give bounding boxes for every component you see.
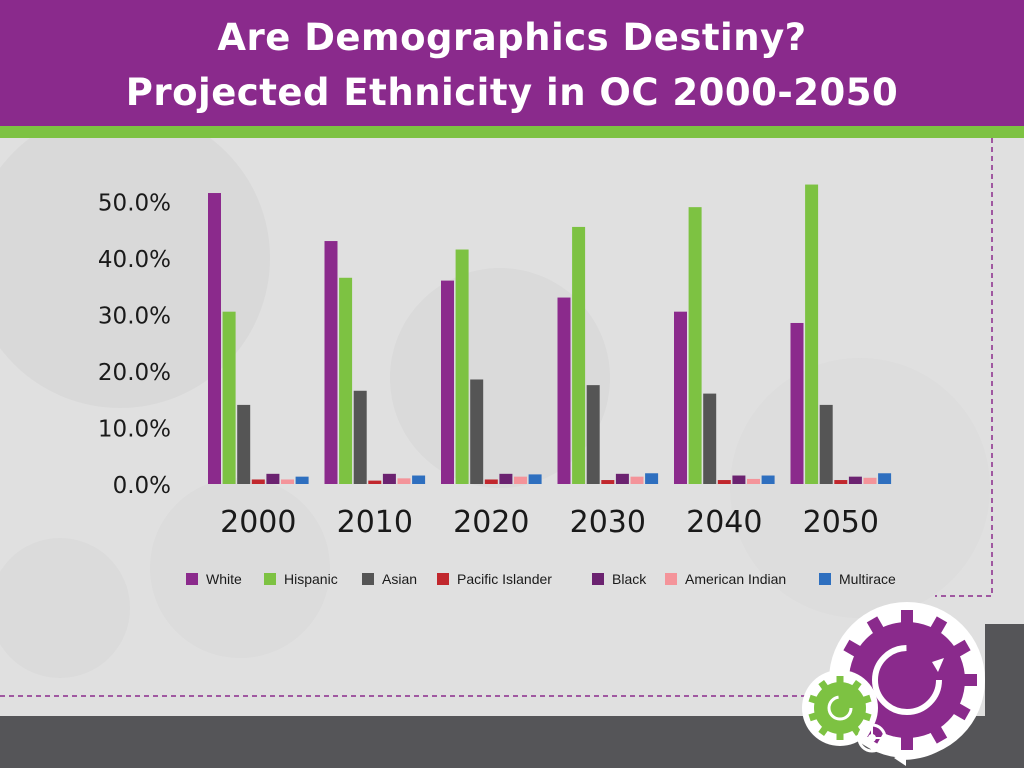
bar-asian-2000 xyxy=(237,404,251,484)
bar-hispanic-2030 xyxy=(572,226,586,485)
legend-swatch xyxy=(665,573,677,585)
x-category-label: 2010 xyxy=(337,505,413,540)
bar-hispanic-2000 xyxy=(222,311,236,484)
x-category-label: 2050 xyxy=(803,505,879,540)
bar-white-2010 xyxy=(324,241,338,484)
legend-label: American Indian xyxy=(685,571,787,587)
legend-swatch xyxy=(186,573,198,585)
bar-asian-2010 xyxy=(353,390,367,484)
bar-pacific-islander-2020 xyxy=(484,479,498,484)
legend-item-american-indian: American Indian xyxy=(665,568,786,590)
bar-black-2030 xyxy=(615,473,629,484)
legend-swatch xyxy=(264,573,276,585)
legend-swatch xyxy=(362,573,374,585)
bar-black-2040 xyxy=(732,475,746,484)
bar-asian-2020 xyxy=(470,379,484,484)
x-category-label: 2000 xyxy=(220,505,296,540)
y-tick-label: 10.0% xyxy=(98,417,171,443)
ethnicity-bar-chart: 0.0% 10.0% 20.0% 30.0% 40.0% 50.0% 2000 2010 202… xyxy=(98,184,892,540)
bar-american-indian-2010 xyxy=(397,478,411,484)
y-tick-label: 0.0% xyxy=(113,473,171,499)
title-banner: Are Demographics Destiny? Projected Ethn… xyxy=(0,0,1024,126)
page-title-line-1: Are Demographics Destiny? xyxy=(217,16,807,59)
bar-white-2030 xyxy=(557,297,571,484)
legend-swatch xyxy=(819,573,831,585)
bar-american-indian-2030 xyxy=(630,476,644,484)
bar-american-indian-2020 xyxy=(514,476,527,484)
tiny-gear-icon xyxy=(857,723,887,753)
bar-asian-2050 xyxy=(819,404,833,484)
small-gear-icon xyxy=(802,670,878,746)
x-category-label: 2030 xyxy=(570,505,646,540)
bar-black-2020 xyxy=(499,473,513,484)
bar-pacific-islander-2030 xyxy=(601,480,615,484)
bar-hispanic-2020 xyxy=(455,249,469,484)
gears-decoration xyxy=(802,602,985,766)
legend-item-pacific-islander: Pacific Islander xyxy=(437,568,552,590)
y-tick-label: 50.0% xyxy=(98,191,171,217)
bar-multirace-2000 xyxy=(295,476,309,484)
bar-hispanic-2050 xyxy=(805,184,819,485)
bar-multirace-2040 xyxy=(761,475,775,484)
bar-black-2050 xyxy=(848,476,862,484)
bar-pacific-islander-2000 xyxy=(251,479,265,484)
bar-hispanic-2010 xyxy=(339,277,353,484)
bar-american-indian-2050 xyxy=(863,477,877,484)
legend-swatch xyxy=(437,573,449,585)
bar-asian-2030 xyxy=(586,385,600,484)
legend-label: White xyxy=(206,571,242,587)
legend-item-hispanic: Hispanic xyxy=(264,568,338,590)
legend-item-asian: Asian xyxy=(362,568,417,590)
accent-bar xyxy=(0,126,1024,138)
bar-multirace-2030 xyxy=(645,473,659,484)
legend-label: Multirace xyxy=(839,571,896,587)
bar-white-2050 xyxy=(790,322,804,484)
footer-band-right xyxy=(985,624,1024,716)
bar-pacific-islander-2040 xyxy=(717,480,731,484)
bar-multirace-2020 xyxy=(528,474,542,484)
bar-white-2020 xyxy=(441,280,454,484)
y-tick-label: 20.0% xyxy=(98,360,171,386)
bar-hispanic-2040 xyxy=(688,207,702,484)
bar-black-2000 xyxy=(266,473,280,484)
bar-american-indian-2000 xyxy=(281,479,294,484)
page-title-line-2: Projected Ethnicity in OC 2000-2050 xyxy=(125,71,899,114)
legend-swatch xyxy=(592,573,604,585)
bar-black-2010 xyxy=(382,473,396,484)
chart-legend: White Hispanic Asian Pacific Islander Black A… xyxy=(186,568,926,590)
y-tick-label: 40.0% xyxy=(98,247,171,273)
legend-label: Asian xyxy=(382,571,418,587)
legend-item-black: Black xyxy=(592,568,646,590)
x-category-label: 2020 xyxy=(453,505,529,540)
bar-pacific-islander-2050 xyxy=(834,480,848,484)
bar-pacific-islander-2010 xyxy=(368,480,382,484)
bar-asian-2040 xyxy=(703,393,717,484)
legend-label: Pacific Islander xyxy=(457,571,552,587)
bar-white-2040 xyxy=(674,311,687,484)
bar-white-2000 xyxy=(208,193,221,484)
legend-label: Hispanic xyxy=(284,571,338,587)
bar-american-indian-2040 xyxy=(747,478,760,484)
bar-multirace-2010 xyxy=(412,475,426,484)
x-category-label: 2040 xyxy=(686,505,762,540)
bar-multirace-2050 xyxy=(878,473,892,484)
y-tick-label: 30.0% xyxy=(98,304,171,330)
legend-item-multirace: Multirace xyxy=(819,568,896,590)
legend-label: Black xyxy=(612,571,647,587)
legend-item-white: White xyxy=(186,568,242,590)
